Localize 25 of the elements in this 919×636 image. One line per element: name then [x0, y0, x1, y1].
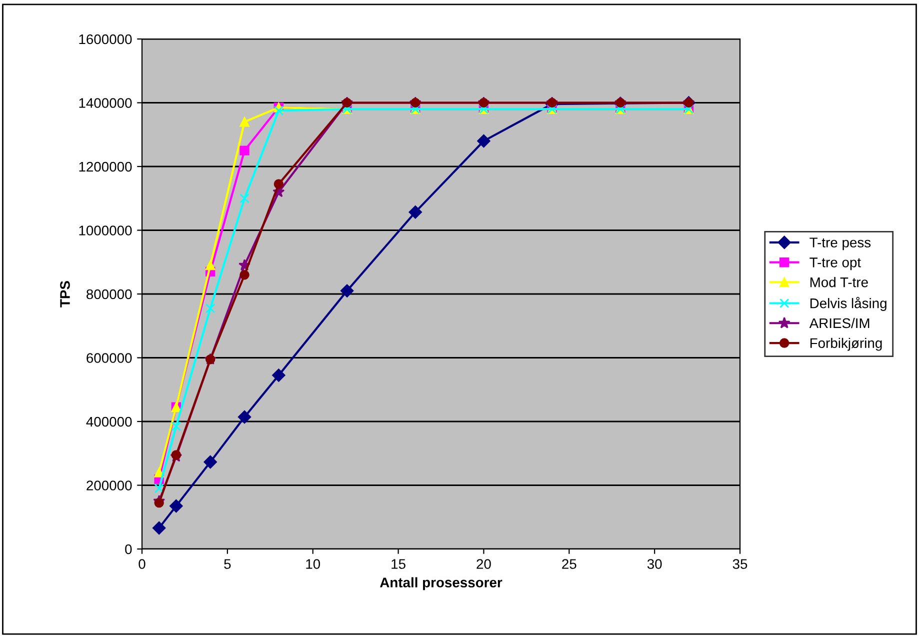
legend-label: T-tre pess — [810, 238, 871, 250]
y-tick-label: 1400000 — [79, 98, 132, 108]
x-tick-label: 30 — [647, 559, 662, 569]
x-tick-label: 25 — [562, 559, 576, 569]
y-tick-label: 1200000 — [79, 162, 132, 172]
y-tick-label: 0 — [125, 544, 132, 554]
y-tick-label: 400000 — [86, 416, 132, 427]
legend-label: Forbikjøring — [810, 338, 882, 351]
y-tick-label: 600000 — [86, 353, 132, 363]
y-axis-title: TPS — [60, 281, 70, 308]
x-axis-title: Antall prosessorer — [380, 577, 502, 590]
x-tick-label: 20 — [476, 559, 491, 569]
x-tick-label: 5 — [224, 559, 231, 569]
legend-label: ARIES/IM — [809, 318, 870, 328]
legend-label: Mod T-tre — [810, 277, 868, 288]
x-tick-label: 35 — [732, 559, 748, 569]
x-tick-label: 0 — [138, 559, 146, 569]
y-tick-label: 800000 — [86, 289, 132, 300]
y-tick-label: 1000000 — [79, 226, 132, 236]
y-tick-label: 1600000 — [79, 34, 132, 44]
legend-label: Delvis låsing — [810, 296, 886, 311]
legend-label: T-tre opt — [810, 258, 861, 270]
y-tick-label: 200000 — [86, 480, 132, 490]
x-tick-label: 15 — [392, 559, 406, 569]
x-tick-label: 10 — [306, 559, 320, 569]
